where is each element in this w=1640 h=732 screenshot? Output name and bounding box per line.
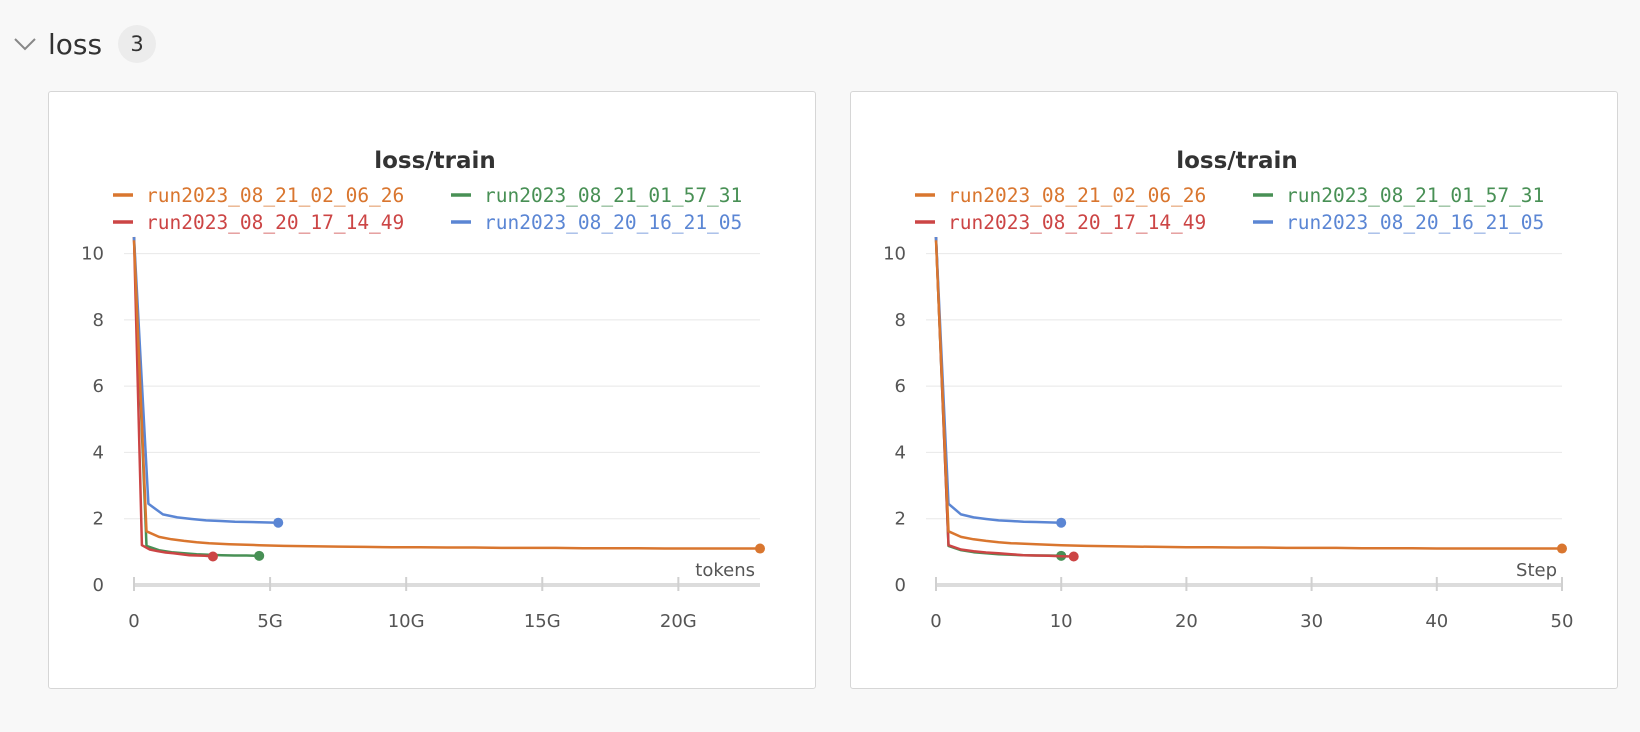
series-end-point[interactable] — [254, 550, 265, 561]
chart-panel-step[interactable]: loss/train run2023_08_21_02_06_26 run2023_… — [850, 91, 1618, 689]
chevron-down-icon[interactable] — [12, 31, 38, 57]
series-end-point[interactable] — [755, 543, 765, 554]
y-tick-label: 8 — [93, 310, 104, 331]
series-line[interactable] — [934, 236, 1062, 524]
chart-title: loss/train — [374, 148, 496, 174]
series-end-point[interactable] — [207, 551, 218, 562]
series-end-point[interactable] — [273, 517, 284, 528]
y-tick-label: 2 — [93, 509, 104, 530]
legend-entry[interactable]: run2023_08_21_02_06_26 — [113, 184, 404, 207]
x-tick-label: 10G — [388, 611, 425, 632]
y-tick-label: 6 — [93, 376, 104, 397]
x-axis-label: Step — [1516, 560, 1557, 581]
legend-entry[interactable]: run2023_08_21_02_06_26 — [915, 184, 1206, 207]
legend-label: run2023_08_21_02_06_26 — [146, 184, 404, 207]
x-tick-label: 5G — [257, 611, 282, 632]
legend-label: run2023_08_20_16_21_05 — [484, 211, 742, 234]
x-axis-label: tokens — [695, 560, 755, 581]
section-header[interactable]: loss 3 — [12, 22, 157, 66]
x-tick-label: 0 — [930, 611, 941, 632]
series-line[interactable] — [132, 240, 760, 550]
series-line[interactable] — [132, 236, 279, 524]
series-end-point[interactable] — [1068, 551, 1079, 562]
legend-label: run2023_08_20_16_21_05 — [1286, 211, 1544, 234]
y-tick-label: 4 — [93, 442, 104, 463]
x-tick-label: 40 — [1425, 611, 1448, 632]
x-tick-label: 50 — [1551, 611, 1574, 632]
line-chart-step[interactable]: loss/train run2023_08_21_02_06_26 run2023_… — [851, 92, 1616, 687]
legend-label: run2023_08_20_17_14_49 — [146, 211, 404, 234]
series-end-point[interactable] — [1557, 543, 1567, 554]
legend-entry[interactable]: run2023_08_20_16_21_05 — [1253, 211, 1544, 234]
x-tick-label: 20G — [660, 611, 697, 632]
y-tick-label: 10 — [81, 244, 104, 265]
panel-count-badge: 3 — [118, 25, 157, 63]
legend-label: run2023_08_20_17_14_49 — [948, 211, 1206, 234]
x-tick-label: 15G — [524, 611, 561, 632]
series-end-point[interactable] — [1056, 517, 1067, 528]
legend-entry[interactable]: run2023_08_20_16_21_05 — [451, 211, 742, 234]
x-tick-label: 0 — [128, 611, 139, 632]
legend-label: run2023_08_21_02_06_26 — [948, 184, 1206, 207]
chart-title: loss/train — [1176, 148, 1298, 174]
x-tick-label: 20 — [1175, 611, 1198, 632]
y-tick-label: 4 — [895, 442, 906, 463]
y-tick-label: 0 — [895, 575, 906, 596]
legend-entry[interactable]: run2023_08_20_17_14_49 — [915, 211, 1206, 234]
x-tick-label: 10 — [1050, 611, 1073, 632]
legend-label: run2023_08_21_01_57_31 — [484, 184, 742, 207]
series-line[interactable] — [934, 240, 1562, 550]
legend-entry[interactable]: run2023_08_21_01_57_31 — [1253, 184, 1544, 207]
legend-entry[interactable]: run2023_08_21_01_57_31 — [451, 184, 742, 207]
y-tick-label: 0 — [93, 575, 104, 596]
y-tick-label: 6 — [895, 376, 906, 397]
legend-entry[interactable]: run2023_08_20_17_14_49 — [113, 211, 404, 234]
y-tick-label: 8 — [895, 310, 906, 331]
y-tick-label: 2 — [895, 509, 906, 530]
chart-panel-tokens[interactable]: loss/train run2023_08_21_02_06_26 run2023_… — [48, 91, 816, 689]
y-tick-label: 10 — [883, 244, 906, 265]
series-line[interactable] — [132, 236, 214, 558]
section-title: loss — [48, 27, 103, 61]
line-chart-tokens[interactable]: loss/train run2023_08_21_02_06_26 run2023_… — [49, 92, 814, 687]
x-tick-label: 30 — [1300, 611, 1323, 632]
legend-label: run2023_08_21_01_57_31 — [1286, 184, 1544, 207]
series-line[interactable] — [132, 236, 260, 558]
series-line[interactable] — [934, 236, 1074, 558]
